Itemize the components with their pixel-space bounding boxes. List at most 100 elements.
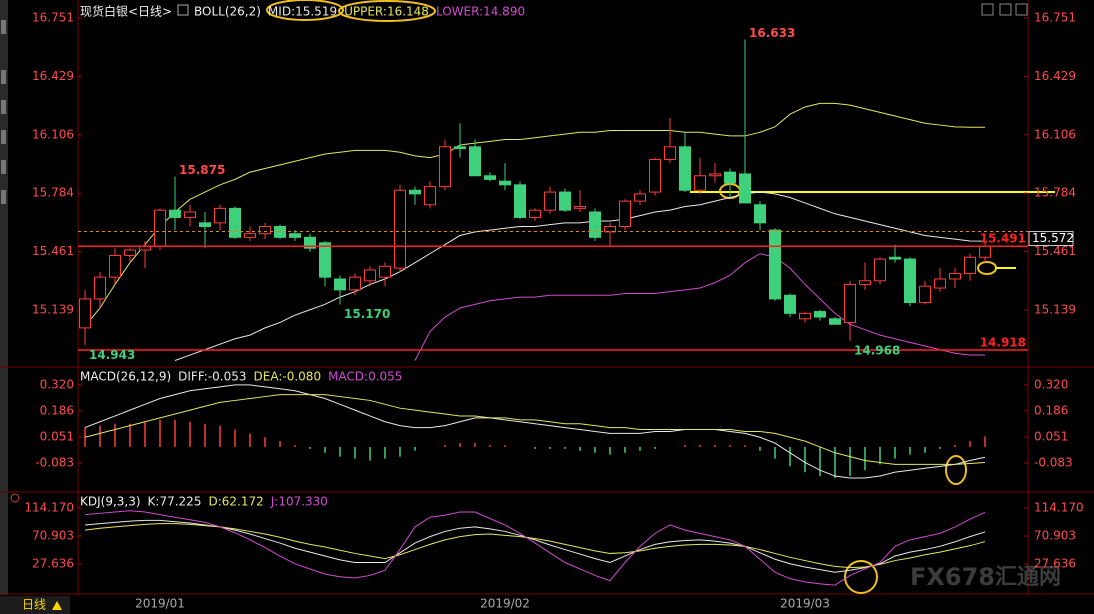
extreme-label: 16.633: [749, 26, 795, 40]
header-text: BOLL(26,2): [194, 5, 261, 19]
candle-body: [409, 189, 421, 195]
candle-body: [829, 318, 841, 325]
left-strip-icons: [1, 20, 6, 204]
candle-body: [439, 146, 451, 188]
header-text: UPPER:16.148: [344, 5, 429, 19]
candle-body: [799, 312, 811, 320]
candle-body: [784, 294, 796, 314]
indicator-line: [84, 102, 985, 327]
candle-body: [109, 254, 121, 278]
y-tick-label: 114.170: [24, 501, 74, 515]
header-text: LOWER:14.890: [436, 5, 525, 19]
y-tick-label: 0.320: [1034, 377, 1068, 391]
candle-body: [229, 207, 241, 238]
period-label[interactable]: 日线: [22, 598, 46, 612]
candle-body: [964, 256, 976, 275]
candle-body: [499, 180, 511, 186]
x-tick-label: 2019/02: [480, 597, 530, 611]
candle-body: [634, 193, 646, 202]
header-text: KDJ(9,3,3): [80, 495, 141, 509]
indicator-icon[interactable]: [177, 4, 189, 16]
candle-body: [274, 225, 286, 238]
indicator-line: [414, 253, 985, 361]
price-box: [1028, 231, 1074, 247]
candle-body: [904, 258, 916, 304]
header-text: J:107.330: [270, 495, 328, 509]
y-tick-label: 70.903: [32, 529, 74, 543]
y-tick-label: -0.083: [35, 456, 74, 470]
candle-body: [289, 233, 301, 238]
candle-body: [514, 184, 526, 218]
candle-body: [154, 209, 166, 247]
y-tick-label: 0.320: [40, 377, 74, 391]
candle-body: [589, 211, 601, 238]
candle-body: [889, 256, 901, 260]
candle-body: [679, 146, 691, 191]
header-text: MID:15.519: [268, 5, 337, 19]
y-tick-label: 114.170: [1034, 501, 1084, 515]
y-tick-label: 15.139: [32, 302, 74, 316]
indicator-line: [84, 519, 986, 573]
candle-body: [244, 233, 256, 238]
candle-body: [934, 278, 946, 289]
candle-body: [199, 222, 211, 227]
x-tick-label: 2019/03: [780, 597, 830, 611]
candle-body: [94, 276, 106, 300]
candle-body: [364, 269, 376, 282]
y-tick-label: 0.051: [1034, 430, 1068, 444]
candle-body: [469, 146, 481, 177]
settings-icon[interactable]: [10, 493, 20, 503]
candle-body: [709, 173, 721, 177]
extreme-label: 15.170: [344, 307, 390, 321]
price-label: 15.572: [1032, 231, 1074, 245]
candle-body: [559, 191, 571, 211]
candle-body: [259, 225, 271, 235]
extreme-label: 14.943: [89, 348, 135, 362]
y-tick-label: 15.139: [1034, 302, 1076, 316]
y-tick-label: -0.083: [1034, 456, 1073, 470]
candle-body: [874, 258, 886, 282]
y-tick-label: 0.051: [40, 430, 74, 444]
candle-body: [949, 273, 961, 280]
candle-body: [454, 146, 466, 150]
header-text: MACD:0.055: [328, 370, 402, 384]
indicator-line: [84, 384, 986, 479]
header-text: MACD(26,12,9): [80, 370, 171, 384]
y-tick-label: 15.784: [32, 186, 74, 200]
header-text: DIFF:-0.053: [178, 370, 246, 384]
indicator-line: [84, 523, 986, 569]
y-tick-label: 27.636: [1034, 557, 1076, 571]
candle-body: [334, 278, 346, 291]
y-tick-label: 70.903: [1034, 529, 1076, 543]
candle-body: [649, 158, 661, 193]
candle-body: [604, 225, 616, 233]
candle-body: [379, 265, 391, 278]
candle-body: [574, 206, 586, 209]
left-strip[interactable]: [0, 0, 8, 595]
candle-body: [184, 211, 196, 218]
candle-body: [349, 276, 361, 291]
extreme-label: 14.968: [854, 343, 900, 357]
level-label: 14.918: [980, 335, 1026, 349]
y-tick-label: 15.461: [1034, 244, 1076, 258]
candle-body: [724, 171, 736, 184]
candle-body: [979, 245, 991, 258]
window-buttons[interactable]: [981, 3, 1028, 16]
candle-body: [319, 242, 331, 278]
candle-body: [424, 186, 436, 206]
candle-body: [739, 173, 751, 204]
y-tick-label: 16.106: [32, 127, 74, 141]
period-arrow[interactable]: [52, 601, 62, 610]
indicator-line: [174, 191, 986, 361]
y-tick-label: 16.751: [1034, 11, 1076, 25]
extreme-label: 15.875: [179, 163, 225, 177]
candle-body: [769, 229, 781, 300]
y-tick-label: 16.429: [1034, 69, 1076, 83]
candle-body: [844, 283, 856, 323]
candle-body: [754, 204, 766, 224]
header-text: D:62.172: [208, 495, 263, 509]
candle-body: [814, 311, 826, 318]
y-tick-label: 15.461: [32, 244, 74, 258]
candle-body: [169, 209, 181, 218]
